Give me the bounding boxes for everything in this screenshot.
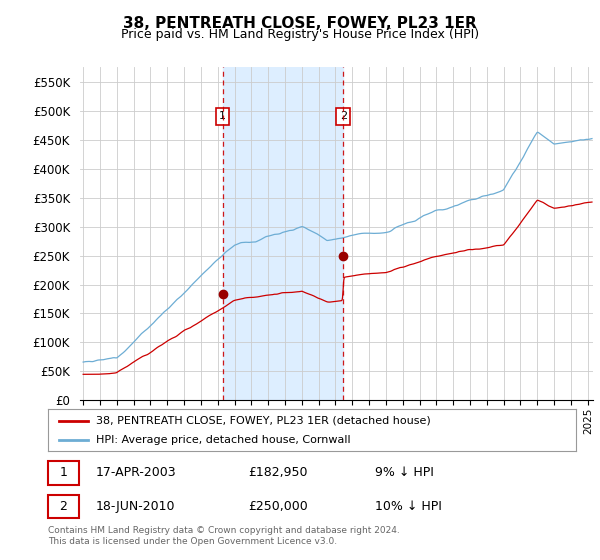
- Text: HPI: Average price, detached house, Cornwall: HPI: Average price, detached house, Corn…: [95, 435, 350, 445]
- Text: 17-APR-2003: 17-APR-2003: [95, 466, 176, 479]
- Text: 18-JUN-2010: 18-JUN-2010: [95, 500, 175, 513]
- Text: 1: 1: [219, 111, 226, 122]
- Text: 10% ↓ HPI: 10% ↓ HPI: [376, 500, 442, 513]
- Text: 2: 2: [59, 500, 67, 513]
- Text: 1: 1: [59, 466, 67, 479]
- Text: Price paid vs. HM Land Registry's House Price Index (HPI): Price paid vs. HM Land Registry's House …: [121, 28, 479, 41]
- Text: Contains HM Land Registry data © Crown copyright and database right 2024.
This d: Contains HM Land Registry data © Crown c…: [48, 526, 400, 546]
- FancyBboxPatch shape: [48, 494, 79, 518]
- Text: 9% ↓ HPI: 9% ↓ HPI: [376, 466, 434, 479]
- Text: 38, PENTREATH CLOSE, FOWEY, PL23 1ER: 38, PENTREATH CLOSE, FOWEY, PL23 1ER: [123, 16, 477, 31]
- Text: 38, PENTREATH CLOSE, FOWEY, PL23 1ER (detached house): 38, PENTREATH CLOSE, FOWEY, PL23 1ER (de…: [95, 416, 430, 426]
- Text: £182,950: £182,950: [248, 466, 308, 479]
- FancyBboxPatch shape: [48, 461, 79, 484]
- Text: 2: 2: [340, 111, 347, 122]
- Bar: [223, 67, 343, 400]
- Text: £250,000: £250,000: [248, 500, 308, 513]
